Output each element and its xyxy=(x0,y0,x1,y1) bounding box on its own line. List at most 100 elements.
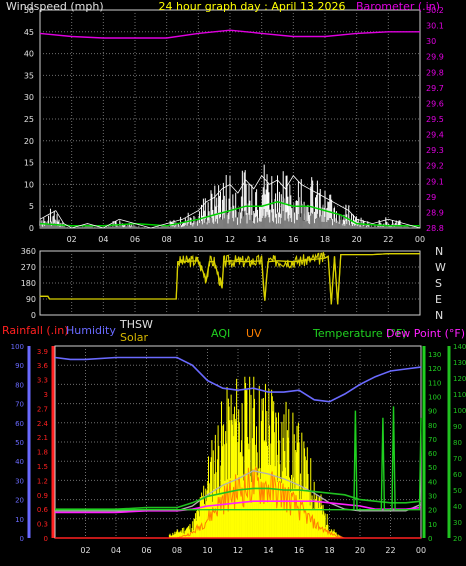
aqi-tick-label: 10 xyxy=(428,521,437,529)
panel1-x-tick-label: 16 xyxy=(288,235,298,244)
barometer-axis: 28.8 28.9 29 29.1 29.2 29.3 29.4 29.5 29.6 29.7 29… xyxy=(426,6,444,233)
barometer-tick-label: 29 xyxy=(426,193,436,202)
aqi-line xyxy=(55,406,422,511)
legend-solar: Solar xyxy=(120,331,149,344)
aqi-tick-label: 50 xyxy=(428,464,437,472)
humidity-tick-label: 70 xyxy=(15,401,24,409)
temperature-tick-label: 110 xyxy=(453,391,466,399)
barometer-tick-label: 28.9 xyxy=(426,208,444,217)
legend-temperature: Temperature (°F) xyxy=(312,327,407,340)
aqi-tick-label: 40 xyxy=(428,478,437,486)
temperature-tick-label: 140 xyxy=(453,343,466,351)
legend-thsw: THSW xyxy=(119,318,153,331)
temperature-tick-label: 60 xyxy=(453,471,462,479)
aqi-tick-label: 130 xyxy=(428,351,441,359)
panel1-x-tick-label: 02 xyxy=(67,235,77,244)
windspeed-tick-label: 40 xyxy=(24,50,34,59)
barometer-tick-label: 28.8 xyxy=(426,224,444,233)
humidity-tick-label: 30 xyxy=(15,477,24,485)
humidity-tick-label: 40 xyxy=(15,458,24,466)
legend-uv: UV xyxy=(246,327,262,340)
rainfall-tick-label: 0.3 xyxy=(37,521,48,529)
direction-tick-label: 270 xyxy=(21,263,36,272)
temperature-tick-label: 90 xyxy=(453,423,462,431)
panel3-x-tick-label: 08 xyxy=(172,546,182,555)
barometer-tick-label: 29.2 xyxy=(426,162,444,171)
windspeed-axis: 0 5 10 15 20 25 30 35 40 45 50 xyxy=(24,6,34,233)
uv-line xyxy=(176,466,345,539)
temperature-tick-label: 130 xyxy=(453,359,466,367)
panel3-x-tick-label: 14 xyxy=(263,546,273,555)
panel1-x-tick-label: 08 xyxy=(162,235,172,244)
weather-panel: 010203040506070809010000.30.60.91.21.51.… xyxy=(2,318,466,555)
panel3-x-tick-label: 18 xyxy=(324,546,334,555)
panel3-x-tick-label: 00 xyxy=(416,546,426,555)
rainfall-tick-label: 0.6 xyxy=(37,506,49,514)
rainfall-tick-label: 2.1 xyxy=(37,434,48,442)
humidity-line xyxy=(54,356,422,403)
panel1-x-tick-label: 04 xyxy=(98,235,108,244)
barometer-tick-label: 29.5 xyxy=(426,115,444,124)
aqi-tick-label: 60 xyxy=(428,450,437,458)
panel1-x-tick-label: 14 xyxy=(257,235,267,244)
aqi-tick-label: 100 xyxy=(428,393,441,401)
rainfall-tick-label: 2.7 xyxy=(37,405,48,413)
windspeed-tick-label: 30 xyxy=(24,93,34,102)
windspeed-tick-label: 0 xyxy=(29,224,34,233)
panel3-x-tick-label: 04 xyxy=(111,546,121,555)
aqi-tick-label: 90 xyxy=(428,408,437,416)
direction-tick-label: 0 xyxy=(31,311,36,320)
windspeed-tick-label: 35 xyxy=(24,71,34,80)
panel3-x-tick-label: 06 xyxy=(141,546,151,555)
barometer-tick-label: 30.2 xyxy=(426,6,444,15)
chart-title: 24 hour graph day : April 13 2026 xyxy=(159,0,346,13)
panel1-x-tick-label: 22 xyxy=(383,235,393,244)
panel3-x-tick-label: 22 xyxy=(385,546,395,555)
legend-humidity: Humidity xyxy=(66,324,116,337)
dewpoint-line xyxy=(55,500,422,514)
panel2-marks xyxy=(39,252,420,305)
rainfall-tick-label: 3.9 xyxy=(37,348,48,356)
panel1-x-tick-label: 18 xyxy=(320,235,330,244)
compass-tick-label: N xyxy=(435,309,443,322)
aqi-tick-label: 20 xyxy=(428,507,437,515)
panel3-axes: 010203040506070809010000.30.60.91.21.51.… xyxy=(11,343,466,543)
aqi-tick-label: 70 xyxy=(428,436,437,444)
barometer-tick-label: 30.1 xyxy=(426,22,444,31)
compass-tick-label: N xyxy=(435,245,443,258)
panel1-x-axis: 02 04 06 08 10 12 14 16 18 20 22 00 xyxy=(67,235,426,244)
direction-tick-label: 360 xyxy=(21,247,36,256)
panel3-x-tick-label: 12 xyxy=(233,546,243,555)
compass-tick-label: S xyxy=(435,277,442,290)
humidity-tick-label: 100 xyxy=(11,343,24,351)
windspeed-axis-title: Windspeed (mph) xyxy=(6,0,104,13)
wind-direction-trend xyxy=(40,253,420,305)
panel3-x-tick-label: 20 xyxy=(355,546,365,555)
barometer-tick-label: 29.8 xyxy=(426,68,444,77)
temperature-tick-label: 80 xyxy=(453,439,462,447)
barometer-tick-label: 29.3 xyxy=(426,146,444,155)
temperature-tick-label: 30 xyxy=(453,519,462,527)
rainfall-tick-label: 3.6 xyxy=(37,362,49,370)
rainfall-tick-label: 2.4 xyxy=(37,420,49,428)
humidity-tick-label: 60 xyxy=(15,420,24,428)
windspeed-tick-label: 50 xyxy=(24,6,34,15)
aqi-tick-label: 0 xyxy=(428,535,432,543)
barometer-line xyxy=(39,29,420,39)
windspeed-tick-label: 5 xyxy=(29,202,34,211)
compass-tick-label: E xyxy=(435,293,442,306)
temperature-tick-label: 40 xyxy=(453,503,462,511)
rainfall-tick-label: 3 xyxy=(44,391,48,399)
barometer-tick-label: 29.7 xyxy=(426,84,444,93)
panel1-x-tick-label: 10 xyxy=(193,235,203,244)
windspeed-line xyxy=(39,175,421,229)
aqi-tick-label: 30 xyxy=(428,493,437,501)
humidity-tick-label: 80 xyxy=(15,381,24,389)
panel3-marks xyxy=(54,356,422,539)
humidity-tick-label: 50 xyxy=(15,439,24,447)
rainfall-tick-label: 3.3 xyxy=(37,377,48,385)
temperature-tick-label: 120 xyxy=(453,375,466,383)
barometer-tick-label: 30 xyxy=(426,37,436,46)
